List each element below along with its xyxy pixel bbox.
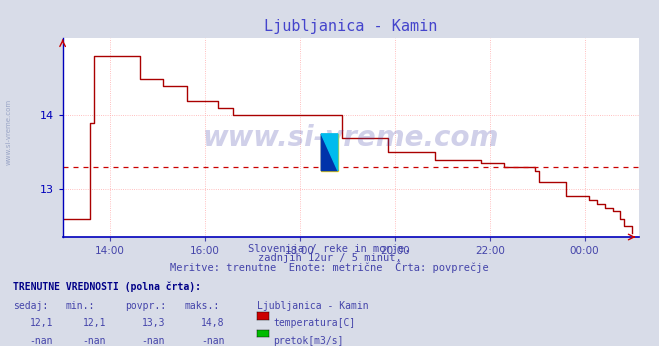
Text: TRENUTNE VREDNOSTI (polna črta):: TRENUTNE VREDNOSTI (polna črta):: [13, 282, 201, 292]
Polygon shape: [321, 134, 338, 171]
Text: -nan: -nan: [142, 336, 165, 346]
Text: pretok[m3/s]: pretok[m3/s]: [273, 336, 344, 346]
Text: maks.:: maks.:: [185, 301, 219, 311]
Text: 13,3: 13,3: [142, 318, 165, 328]
Text: www.si-vreme.com: www.si-vreme.com: [5, 98, 11, 165]
Text: Meritve: trenutne  Enote: metrične  Črta: povprečje: Meritve: trenutne Enote: metrične Črta: …: [170, 261, 489, 273]
Text: 12,1: 12,1: [82, 318, 106, 328]
Text: -nan: -nan: [201, 336, 225, 346]
Text: 14,8: 14,8: [201, 318, 225, 328]
Polygon shape: [321, 134, 338, 171]
Text: min.:: min.:: [66, 301, 96, 311]
Text: 12,1: 12,1: [30, 318, 53, 328]
Title: Ljubljanica - Kamin: Ljubljanica - Kamin: [264, 19, 438, 34]
Text: Slovenija / reke in morje.: Slovenija / reke in morje.: [248, 244, 411, 254]
Text: zadnjih 12ur / 5 minut.: zadnjih 12ur / 5 minut.: [258, 253, 401, 263]
Text: Ljubljanica - Kamin: Ljubljanica - Kamin: [257, 301, 368, 311]
Text: povpr.:: povpr.:: [125, 301, 166, 311]
Bar: [321, 134, 338, 171]
Text: -nan: -nan: [30, 336, 53, 346]
Text: temperatura[C]: temperatura[C]: [273, 318, 356, 328]
Text: -nan: -nan: [82, 336, 106, 346]
Text: www.si-vreme.com: www.si-vreme.com: [203, 124, 499, 152]
Text: sedaj:: sedaj:: [13, 301, 48, 311]
